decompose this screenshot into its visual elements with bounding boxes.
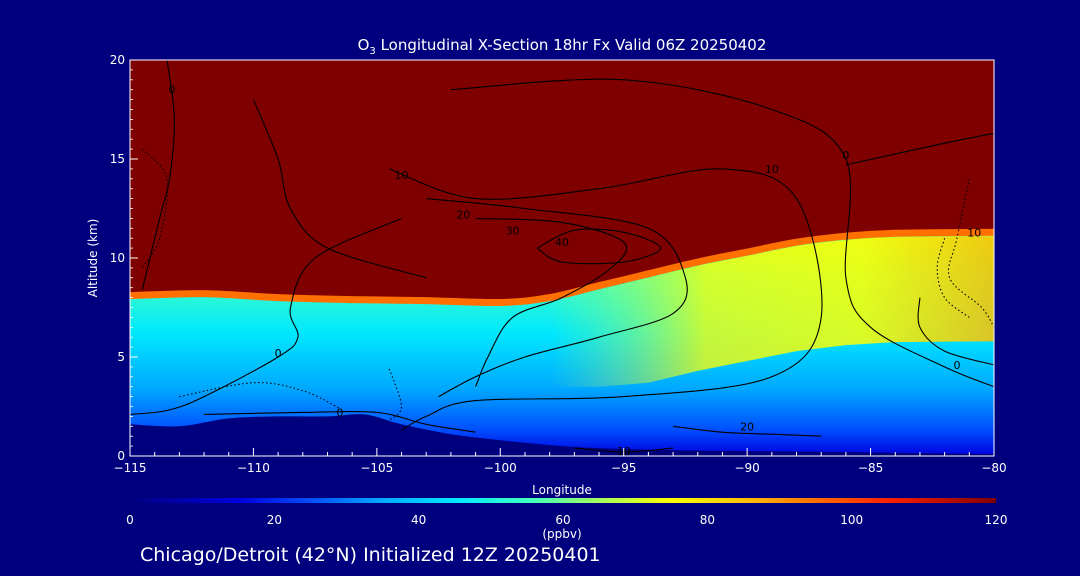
chart-title: O3 Longitudinal X-Section 18hr Fx Valid … <box>358 36 767 57</box>
colorbar-tick-label-6: 120 <box>985 513 1008 527</box>
y-tick-label-2: 10 <box>110 251 125 265</box>
contour-line-3 <box>845 132 994 166</box>
contour-line-5 <box>252 99 427 279</box>
contour-label-3: 0 <box>842 149 849 162</box>
x-tick-label-1: −110 <box>237 461 270 475</box>
contour-label-1: 0 <box>275 347 282 360</box>
footer-caption: Chicago/Detroit (42°N) Initialized 12Z 2… <box>140 544 601 566</box>
contour-label-10: 20 <box>740 420 754 433</box>
contour-label-6: 10 <box>765 163 779 176</box>
contour-line-1 <box>130 217 402 415</box>
tropopause-gradient-band <box>130 228 994 307</box>
colorbar-unit-label: (ppbv) <box>542 527 581 541</box>
colorbar-tick-label-1: 20 <box>267 513 282 527</box>
x-tick-label-4: −95 <box>611 461 636 475</box>
colorbar-tick-label-0: 0 <box>126 513 134 527</box>
colorbar-tick-label-2: 40 <box>411 513 426 527</box>
surface-fill <box>130 414 994 456</box>
contour-line-12 <box>536 228 662 265</box>
y-tick-label-1: 5 <box>117 350 125 364</box>
colorbar-tick-label-4: 80 <box>700 513 715 527</box>
contour-line-14 <box>179 382 341 409</box>
contour-label-12: 40 <box>555 236 569 249</box>
x-tick-label-6: −85 <box>858 461 883 475</box>
x-tick-label-0: −115 <box>114 461 147 475</box>
colorbar: 0 20 40 60 80 100 120 (ppbv) <box>126 498 1007 541</box>
y-tick-label-3: 15 <box>110 152 125 166</box>
contour-label-16: 10 <box>967 226 981 239</box>
contour-label-11: 30 <box>506 224 520 237</box>
contour-line-6 <box>450 78 994 388</box>
x-tick-label-3: −100 <box>484 461 517 475</box>
colorbar-ticks: 0 20 40 60 80 100 120 <box>126 513 1007 527</box>
contour-line-7 <box>389 168 823 431</box>
colorbar-bar <box>130 498 996 503</box>
contour-label-9: 20 <box>456 208 470 221</box>
y-tick-label-4: 20 <box>110 53 125 67</box>
contour-line-4 <box>917 297 994 366</box>
y-axis-label: Altitude (km) <box>86 219 100 298</box>
contour-line-13 <box>141 148 169 269</box>
y-axis: 0 5 10 15 20 <box>110 53 138 463</box>
contour-line-0 <box>141 60 175 290</box>
contour-line-2 <box>204 410 476 433</box>
x-tick-label-5: −90 <box>734 461 759 475</box>
x-tick-label-7: −80 <box>981 461 1006 475</box>
colorbar-tick-label-5: 100 <box>840 513 863 527</box>
y-tick-label-0: 0 <box>117 449 125 463</box>
contour-line-11 <box>475 217 628 387</box>
contour-label-7: 10 <box>395 169 409 182</box>
x-axis-label: Longitude <box>532 483 592 497</box>
colorbar-tick-label-3: 60 <box>555 513 570 527</box>
contour-line-10 <box>673 425 822 437</box>
contour-label-0: 0 <box>168 84 175 97</box>
contour-label-4: 0 <box>953 359 960 372</box>
x-tick-label-2: −105 <box>360 461 393 475</box>
x-axis: −115 −110 −105 −100 −95 −90 −85 −80 <box>114 448 1007 475</box>
contour-lines <box>130 60 994 453</box>
contour-line-9 <box>426 198 688 398</box>
upper-troposphere-enhancement <box>549 236 994 387</box>
contour-label-2: 0 <box>336 406 343 419</box>
